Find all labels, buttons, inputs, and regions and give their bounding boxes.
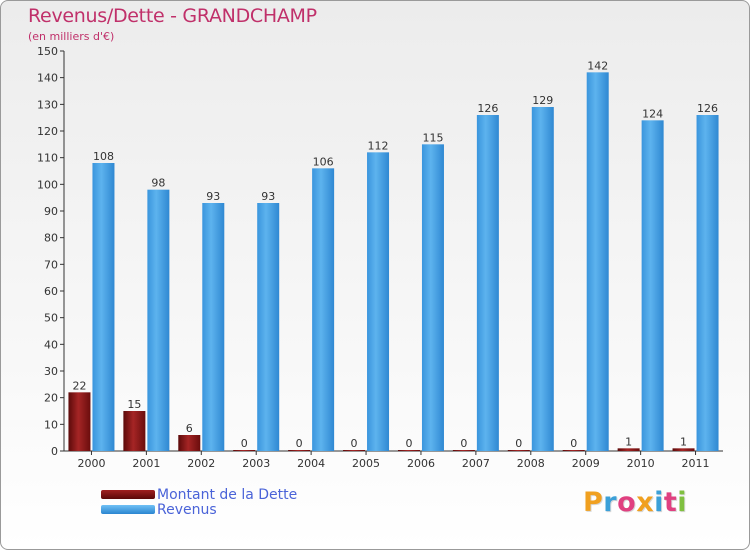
bar-dette (343, 450, 366, 451)
logo-letter: o (617, 487, 637, 518)
y-tick-label: 20 (44, 392, 58, 405)
y-tick-label: 30 (44, 365, 58, 378)
y-tick-label: 150 (37, 45, 58, 58)
legend-label-revenus: Revenus (157, 502, 217, 518)
bar-revenus (531, 107, 554, 451)
data-label-dette: 0 (405, 437, 412, 450)
data-label-dette: 0 (570, 437, 577, 450)
data-label-dette: 6 (186, 422, 193, 435)
logo-letter: i (677, 487, 688, 518)
y-tick-label: 40 (44, 338, 58, 351)
data-label-dette: 0 (296, 437, 303, 450)
bar-dette (452, 450, 475, 451)
logo-letter: x (636, 487, 655, 518)
x-tick-label: 2003 (242, 457, 270, 470)
data-label-revenus: 126 (477, 102, 498, 115)
bar-dette (507, 450, 530, 451)
x-tick-label: 2004 (297, 457, 325, 470)
data-label-revenus: 93 (261, 190, 275, 203)
x-tick-label: 2000 (77, 457, 105, 470)
data-label-dette: 0 (515, 437, 522, 450)
x-tick-label: 2006 (407, 457, 435, 470)
legend-item-dette: Montant de la Dette (101, 487, 361, 503)
data-label-dette: 22 (72, 379, 86, 392)
data-label-dette: 1 (625, 435, 632, 448)
data-label-revenus: 115 (422, 131, 443, 144)
bar-revenus (312, 168, 335, 452)
y-tick-label: 80 (44, 232, 58, 245)
x-tick-label: 2010 (627, 457, 655, 470)
logo-letter: i (654, 487, 664, 518)
y-tick-label: 10 (44, 418, 58, 431)
legend-item-revenus: Revenus (101, 502, 361, 518)
y-tick-label: 60 (44, 285, 58, 298)
x-tick-label: 2002 (187, 457, 215, 470)
y-tick-label: 120 (37, 125, 58, 138)
logo-letter: t (663, 487, 678, 518)
bar-dette (288, 450, 311, 451)
bar-revenus (476, 115, 499, 451)
data-label-dette: 15 (127, 398, 141, 411)
bar-revenus (641, 120, 664, 451)
bar-revenus (421, 144, 444, 452)
y-tick-label: 0 (51, 445, 58, 458)
bar-revenus (92, 163, 115, 451)
bar-revenus (696, 115, 719, 451)
chart-title: Revenus/Dette - GRANDCHAMP (28, 5, 317, 27)
data-label-revenus: 129 (532, 94, 553, 107)
data-label-revenus: 142 (587, 59, 608, 72)
y-tick-label: 100 (37, 178, 58, 191)
bar-revenus (147, 189, 170, 451)
x-tick-label: 2009 (572, 457, 600, 470)
x-tick-label: 2001 (132, 457, 160, 470)
y-tick-label: 90 (44, 205, 58, 218)
bar-dette (68, 392, 91, 451)
bar-revenus (586, 72, 609, 451)
logo-letter: r (603, 487, 618, 518)
bar-dette (617, 448, 640, 451)
data-label-revenus: 126 (697, 102, 718, 115)
y-tick-label: 50 (44, 312, 58, 325)
data-label-revenus: 93 (206, 190, 220, 203)
bar-dette (672, 448, 695, 451)
data-label-revenus: 124 (642, 107, 663, 120)
x-tick-label: 2011 (682, 457, 710, 470)
logo-letter: P (583, 487, 604, 518)
y-tick-label: 130 (37, 98, 58, 111)
y-tick-label: 70 (44, 258, 58, 271)
data-label-revenus: 106 (313, 155, 334, 168)
data-label-revenus: 112 (368, 139, 389, 152)
bar-dette (233, 450, 256, 451)
bar-dette (123, 411, 146, 451)
data-label-revenus: 98 (151, 177, 165, 190)
bar-dette (397, 450, 420, 451)
bar-revenus (367, 152, 390, 452)
chart-subtitle: (en milliers d'€) (28, 30, 115, 43)
y-tick-label: 140 (37, 72, 58, 85)
legend-label-dette: Montant de la Dette (157, 487, 298, 503)
data-label-revenus: 108 (93, 150, 114, 163)
x-tick-label: 2007 (462, 457, 490, 470)
bar-dette (178, 435, 201, 451)
data-label-dette: 0 (351, 437, 358, 450)
data-label-dette: 0 (460, 437, 467, 450)
proxiti-logo: Proxiti (583, 487, 687, 518)
x-tick-label: 2008 (517, 457, 545, 470)
data-label-dette: 1 (680, 435, 687, 448)
data-label-dette: 0 (241, 437, 248, 450)
bar-revenus (257, 203, 280, 451)
bar-dette (562, 450, 585, 451)
legend-swatch-dette (101, 490, 155, 499)
bar-revenus (202, 203, 225, 451)
y-tick-label: 110 (37, 152, 58, 165)
legend-swatch-revenus (101, 505, 155, 514)
x-tick-label: 2005 (352, 457, 380, 470)
